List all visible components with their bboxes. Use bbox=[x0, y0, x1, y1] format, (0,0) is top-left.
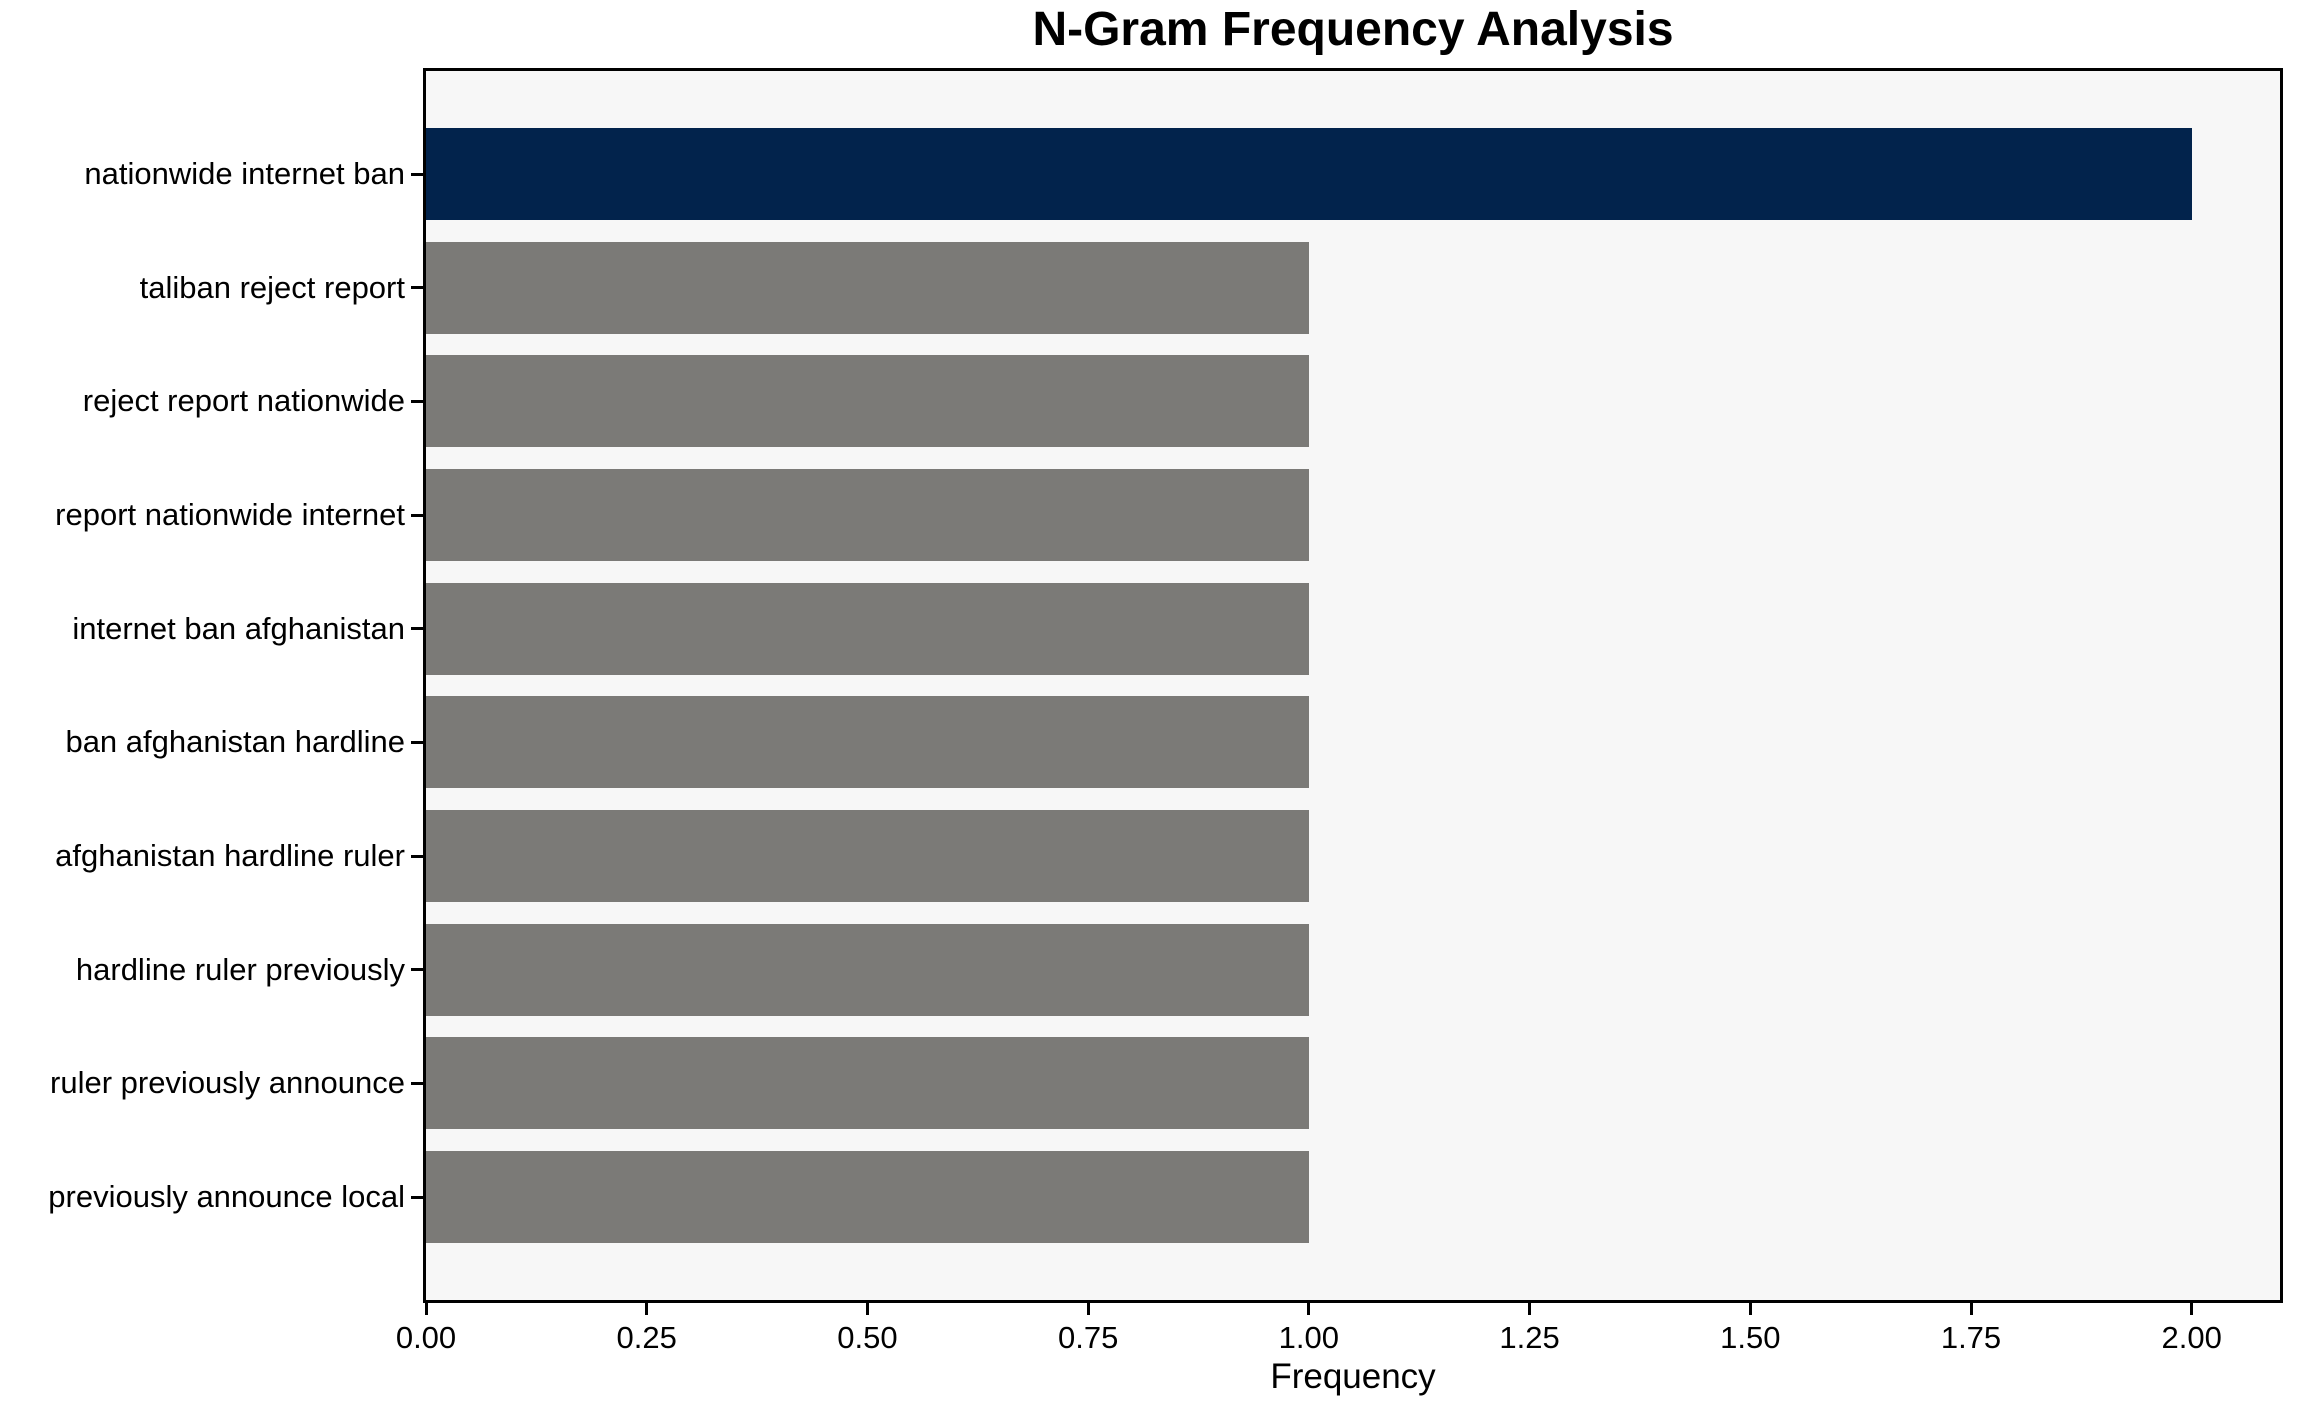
x-tick-mark bbox=[1528, 1303, 1532, 1315]
y-tick-mark bbox=[411, 286, 423, 290]
bar bbox=[426, 355, 1309, 448]
x-tick-mark bbox=[1086, 1303, 1090, 1315]
x-tick-mark bbox=[865, 1303, 869, 1315]
y-tick-label: hardline ruler previously bbox=[75, 951, 405, 987]
y-tick-mark bbox=[411, 968, 423, 972]
bar bbox=[426, 1037, 1309, 1130]
x-tick-mark bbox=[424, 1303, 428, 1315]
bars-container bbox=[426, 128, 2280, 1243]
x-tick-mark bbox=[1969, 1303, 1973, 1315]
y-tick-mark bbox=[411, 513, 423, 517]
x-tick-mark bbox=[1307, 1303, 1311, 1315]
x-tick-label: 1.00 bbox=[1278, 1320, 1340, 1355]
x-axis-title: Frequency bbox=[1270, 1357, 1436, 1396]
y-tick-label: taliban reject report bbox=[139, 269, 405, 305]
plot-area bbox=[423, 68, 2283, 1303]
y-tick-label: report nationwide internet bbox=[55, 497, 405, 532]
x-tick-label: 0.50 bbox=[837, 1320, 898, 1355]
y-tick-label: ruler previously announce bbox=[50, 1065, 405, 1101]
bar bbox=[426, 1150, 1309, 1243]
bar bbox=[426, 128, 2192, 220]
y-tick-mark bbox=[411, 740, 423, 744]
y-tick-label: afghanistan hardline ruler bbox=[55, 838, 405, 873]
y-tick-label: internet ban afghanistan bbox=[72, 610, 405, 646]
y-tick-label: nationwide internet ban bbox=[84, 156, 405, 191]
y-tick-mark bbox=[411, 627, 423, 631]
x-tick-label: 1.75 bbox=[1940, 1320, 2002, 1355]
x-tick-label: 0.00 bbox=[395, 1320, 457, 1355]
x-tick-mark bbox=[2190, 1303, 2194, 1315]
x-tick-label: 1.50 bbox=[1720, 1320, 1781, 1355]
x-tick-label: 0.25 bbox=[616, 1320, 677, 1355]
bar bbox=[426, 696, 1309, 789]
y-tick-mark bbox=[411, 1195, 423, 1199]
x-tick-label: 0.75 bbox=[1057, 1320, 1119, 1355]
y-tick-label: reject report nationwide bbox=[82, 383, 405, 419]
x-tick-mark bbox=[645, 1303, 649, 1315]
y-tick-mark bbox=[411, 854, 423, 858]
y-tick-label: ban afghanistan hardline bbox=[65, 724, 405, 760]
bar bbox=[426, 809, 1309, 902]
bar bbox=[426, 241, 1309, 334]
y-tick-mark bbox=[411, 1081, 423, 1085]
y-tick-mark bbox=[411, 172, 423, 176]
bar bbox=[426, 923, 1309, 1016]
x-tick-label: 2.00 bbox=[2161, 1320, 2222, 1355]
x-tick-mark bbox=[1748, 1303, 1752, 1315]
bar bbox=[426, 582, 1309, 675]
bar bbox=[426, 468, 1309, 561]
y-tick-label: previously announce local bbox=[48, 1179, 405, 1214]
y-tick-mark bbox=[411, 399, 423, 403]
x-tick-label: 1.25 bbox=[1499, 1320, 1560, 1355]
chart-title: N-Gram Frequency Analysis bbox=[1032, 3, 1674, 56]
